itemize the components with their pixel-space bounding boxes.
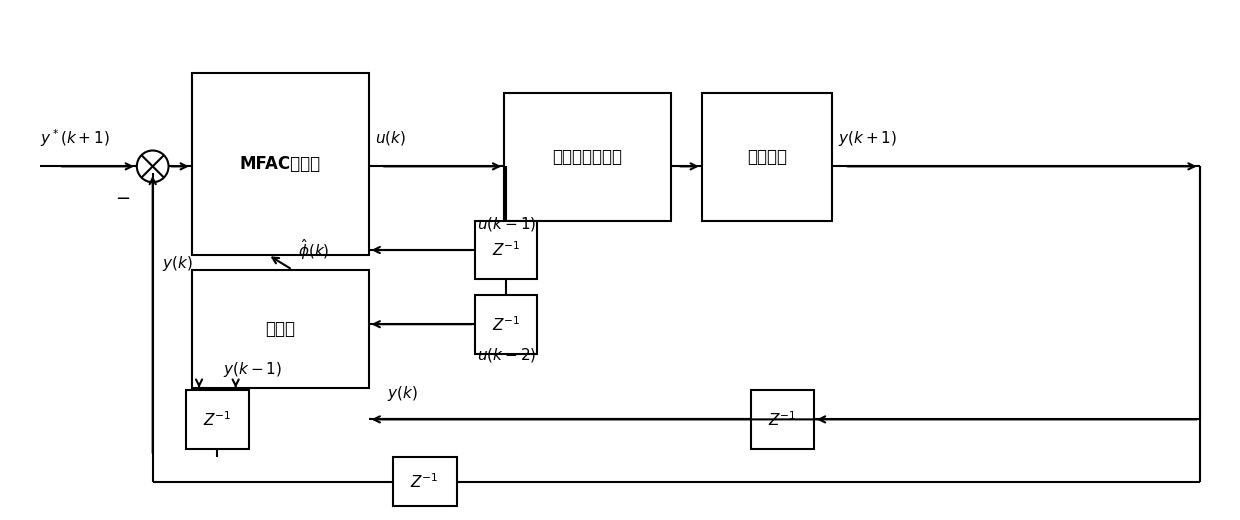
Text: $Z^{-1}$: $Z^{-1}$: [491, 315, 521, 333]
Text: $Z^{-1}$: $Z^{-1}$: [410, 472, 439, 491]
Bar: [475, 220, 537, 279]
Text: 估计器: 估计器: [265, 320, 295, 338]
Text: $Z^{-1}$: $Z^{-1}$: [203, 410, 232, 428]
Text: 直线电机驱动器: 直线电机驱动器: [553, 148, 622, 166]
Text: $Z^{-1}$: $Z^{-1}$: [491, 241, 521, 259]
Bar: [475, 295, 537, 354]
Bar: [505, 93, 671, 220]
Bar: [393, 457, 456, 506]
Text: 直线电机: 直线电机: [746, 148, 787, 166]
Bar: [192, 270, 368, 388]
Text: $\hat{\phi}(k)$: $\hat{\phi}(k)$: [299, 237, 330, 262]
Text: $y(k-1)$: $y(k-1)$: [223, 360, 283, 379]
Text: $u(k-2)$: $u(k-2)$: [477, 346, 537, 364]
Text: MFAC控制器: MFAC控制器: [239, 155, 321, 173]
Bar: [186, 390, 249, 449]
Text: $y^*(k+1)$: $y^*(k+1)$: [41, 127, 110, 149]
Text: $y(k)$: $y(k)$: [387, 384, 418, 404]
Text: $y(k)$: $y(k)$: [162, 254, 193, 273]
Text: $y(k+1)$: $y(k+1)$: [838, 129, 898, 148]
Bar: [192, 73, 368, 255]
Bar: [750, 390, 813, 449]
Bar: [702, 93, 832, 220]
Text: $-$: $-$: [114, 188, 130, 206]
Text: $u(k-1)$: $u(k-1)$: [477, 215, 537, 233]
Text: $Z^{-1}$: $Z^{-1}$: [768, 410, 796, 428]
Text: $u(k)$: $u(k)$: [374, 129, 405, 147]
